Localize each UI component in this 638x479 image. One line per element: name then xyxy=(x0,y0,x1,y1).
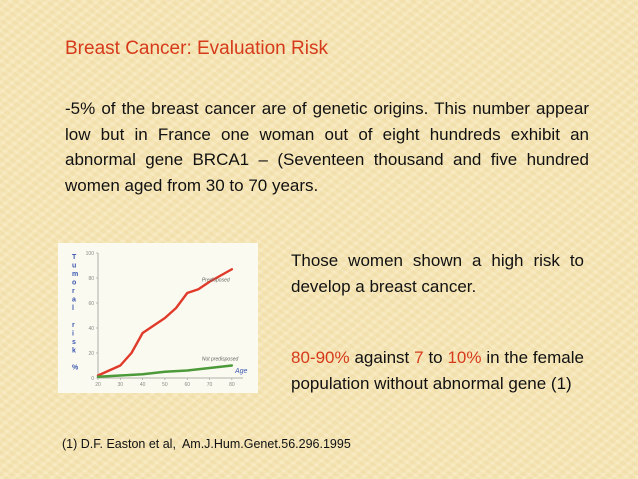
y-tick-label: 20 xyxy=(88,351,94,357)
stat-against: against xyxy=(354,348,410,367)
citation-journal: Am.J.Hum.Genet.56.296.1995 xyxy=(181,437,351,451)
x-tick-label: 20 xyxy=(95,382,101,388)
stat-low: 7 xyxy=(414,348,424,367)
x-tick-label: 50 xyxy=(162,382,168,388)
x-tick-label: 80 xyxy=(229,382,235,388)
x-tick-label: 40 xyxy=(140,382,146,388)
x-tick-label: 70 xyxy=(207,382,213,388)
series-label-not-predisposed: Not predisposed xyxy=(202,357,239,363)
series-line-not-predisposed xyxy=(96,364,234,378)
chart-background xyxy=(58,243,258,393)
slide-title: Breast Cancer: Evaluation Risk xyxy=(65,38,328,59)
y-tick-label: 80 xyxy=(88,276,94,282)
risk-paragraph: Those women shown a high risk to develop… xyxy=(291,251,584,296)
y-tick-label: 60 xyxy=(88,301,94,307)
stat-rest: the female population without abnormal g… xyxy=(291,348,584,393)
y-tick-label: 100 xyxy=(86,251,95,257)
series-label-predisposed: Predisposed xyxy=(202,277,230,283)
x-tick-label: 30 xyxy=(118,382,124,388)
stat-range: 80-90% xyxy=(291,348,350,367)
intro-paragraph: -5% of the breast cancer are of genetic … xyxy=(65,99,589,195)
y-tick-label: 0 xyxy=(91,376,94,382)
series-line-predisposed xyxy=(96,268,234,377)
stat-paragraph: 80-90% against 7 to 10% in the female po… xyxy=(291,345,584,396)
y-tick-label: 40 xyxy=(88,326,94,332)
citation-authors: (1) D.F. Easton et al, xyxy=(62,437,176,451)
citation: (1) D.F. Easton et al, Am.J.Hum.Genet.56.… xyxy=(62,437,351,451)
stat-in: in xyxy=(486,348,500,367)
stat-to: to xyxy=(428,348,443,367)
x-axis-label: Age xyxy=(234,368,248,375)
stat-high: 10% xyxy=(447,348,482,367)
x-tick-label: 60 xyxy=(184,382,190,388)
